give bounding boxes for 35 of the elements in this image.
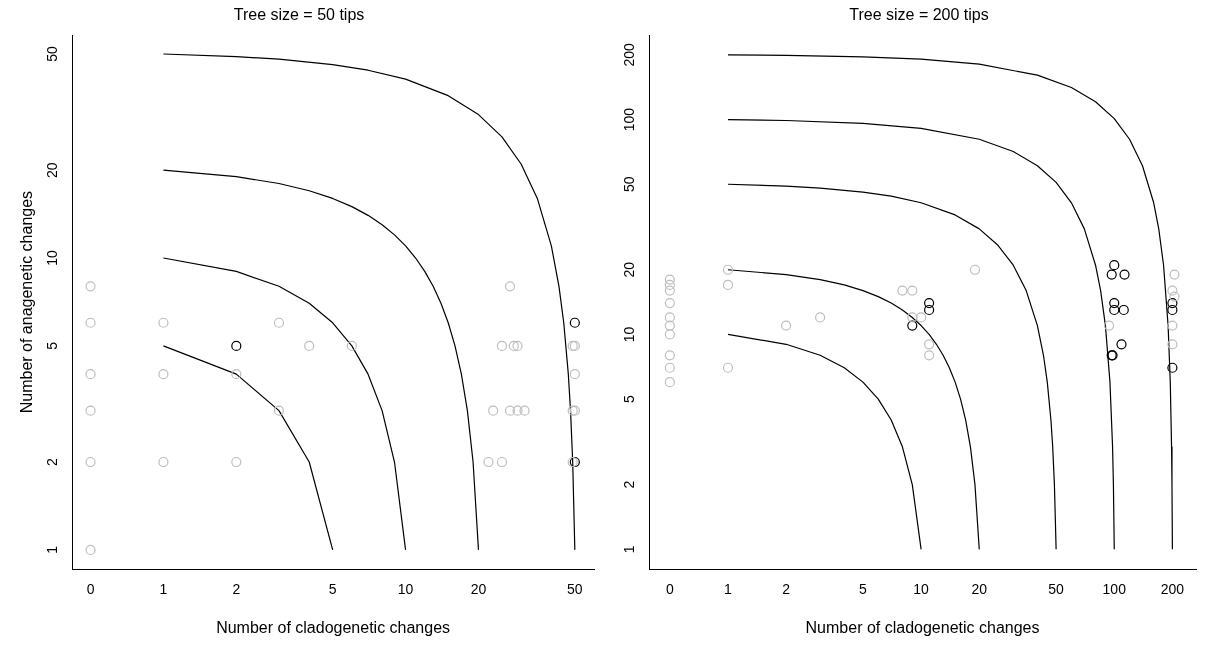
x-tick-label: 10 xyxy=(913,581,930,598)
x-tick-label: 10 xyxy=(397,581,414,598)
chart-title: Tree size = 50 tips xyxy=(233,6,365,24)
x-tick-label: 100 xyxy=(1102,581,1127,598)
x-tick-label: 200 xyxy=(1160,581,1185,598)
y-tick-label: 5 xyxy=(44,341,61,350)
x-tick-label: 1 xyxy=(724,581,733,598)
y-axis-title: Number of anagenetic changes xyxy=(18,190,36,414)
y-tick-label: 100 xyxy=(620,107,637,132)
x-tick-label: 50 xyxy=(1048,581,1065,598)
x-tick-label: 5 xyxy=(328,581,337,598)
x-tick-label: 1 xyxy=(159,581,168,598)
y-tick-label: 20 xyxy=(44,162,61,178)
x-tick-label: 2 xyxy=(782,581,791,598)
y-tick-label: 10 xyxy=(44,250,61,266)
y-tick-label: 2 xyxy=(44,457,61,466)
x-tick-label: 20 xyxy=(971,581,988,598)
x-tick-label: 0 xyxy=(86,581,95,598)
y-tick-label: 2 xyxy=(620,480,637,489)
x-axis-title: Number of cladogenetic changes xyxy=(216,618,451,636)
y-tick-label: 50 xyxy=(44,46,61,62)
y-tick-label: 20 xyxy=(620,261,637,278)
y-tick-label: 1 xyxy=(44,545,61,554)
chart-title: Tree size = 200 tips xyxy=(849,6,989,24)
x-tick-label: 2 xyxy=(232,581,241,598)
y-tick-label: 1 xyxy=(620,545,637,554)
x-tick-label: 5 xyxy=(859,581,868,598)
y-tick-label: 5 xyxy=(620,395,637,404)
x-tick-label: 50 xyxy=(567,581,583,598)
x-axis-title: Number of cladogenetic changes xyxy=(805,618,1040,636)
x-tick-label: 20 xyxy=(470,581,487,598)
x-tick-label: 0 xyxy=(665,581,674,598)
y-tick-label: 10 xyxy=(620,326,637,343)
y-tick-label: 200 xyxy=(620,43,637,67)
y-tick-label: 50 xyxy=(620,176,637,193)
